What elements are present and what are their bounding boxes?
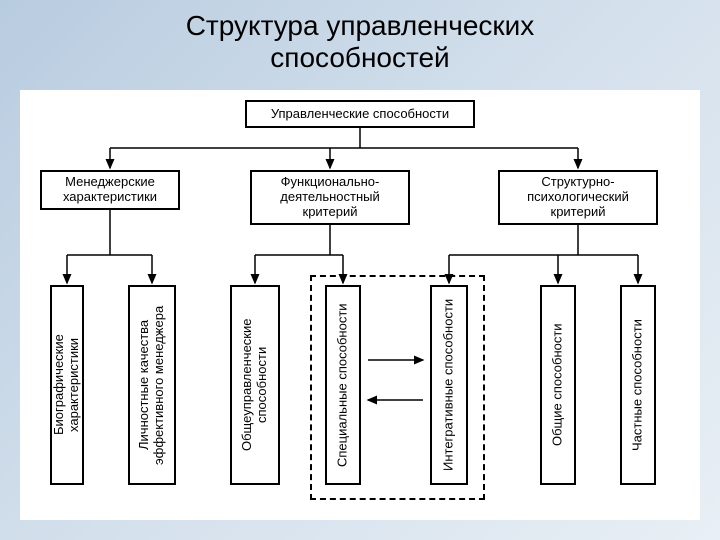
leaf-5: Интегративные способности <box>430 285 468 485</box>
leaf-7: Частные способности <box>620 285 656 485</box>
leaf-6: Общие способности <box>540 285 576 485</box>
title-line2: способностей <box>270 42 449 73</box>
leaf-label-5: Интегративные способности <box>442 299 457 471</box>
title-line1: Структура управленческих <box>186 10 535 41</box>
root-label: Управленческие способности <box>271 107 449 122</box>
leaf-label-1: Биографические характеристики <box>52 293 82 477</box>
leaf-2: Личностные качества эффективного менедже… <box>128 285 176 485</box>
mid-box-3: Структурно-психологический критерий <box>498 170 658 225</box>
leaf-4: Специальные способности <box>325 285 361 485</box>
leaf-1: Биографические характеристики <box>50 285 84 485</box>
mid-label-2: Функционально-деятельностный критерий <box>256 175 404 220</box>
mid-box-1: Менеджерские характеристики <box>40 170 180 210</box>
mid-box-2: Функционально-деятельностный критерий <box>250 170 410 225</box>
mid-label-3: Структурно-психологический критерий <box>504 175 652 220</box>
leaf-3: Общеуправленческие способности <box>230 285 280 485</box>
root-box: Управленческие способности <box>245 100 475 128</box>
diagram-canvas: Управленческие способности Менеджерские … <box>20 90 700 520</box>
leaf-label-4: Специальные способности <box>336 303 351 467</box>
leaf-label-7: Частные способности <box>631 319 646 451</box>
leaf-label-3: Общеуправленческие способности <box>240 293 270 477</box>
leaf-label-2: Личностные качества эффективного менедже… <box>137 293 167 477</box>
page-title: Структура управленческих способностей <box>0 0 720 74</box>
leaf-label-6: Общие способности <box>551 324 566 447</box>
mid-label-1: Менеджерские характеристики <box>46 175 174 205</box>
